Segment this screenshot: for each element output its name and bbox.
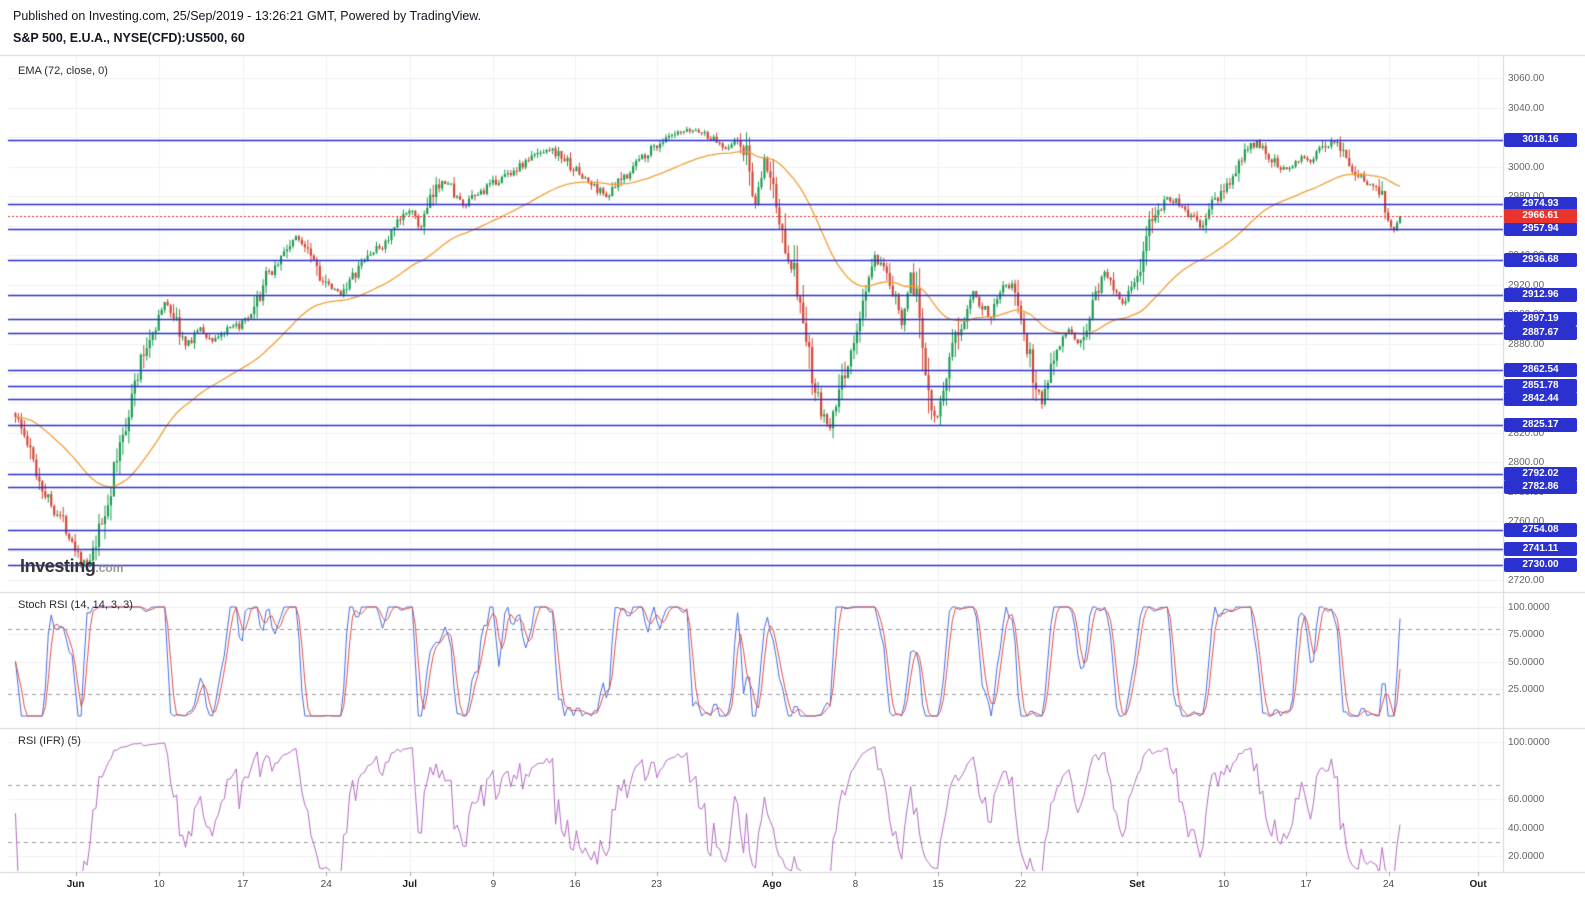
price-axis-tick: 3040.00 <box>1508 102 1545 114</box>
rsi-axis-tick: 40.0000 <box>1508 822 1545 834</box>
price-axis-tick: 2920.00 <box>1508 279 1545 291</box>
rsi-axis-tick: 20.0000 <box>1508 851 1545 862</box>
time-axis-label: Out <box>1469 879 1487 890</box>
published-caption: Published on Investing.com, 25/Sep/2019 … <box>13 9 482 23</box>
level-price-tag[interactable]: 2897.19 <box>1504 311 1577 326</box>
level-price-tag[interactable]: 2936.68 <box>1504 253 1577 268</box>
price-axis-tick: 3000.00 <box>1508 161 1545 173</box>
time-axis-label: Ago <box>762 879 782 890</box>
investing-watermark: Investing.com <box>20 556 123 577</box>
stoch-axis-tick: 50.0000 <box>1508 656 1545 668</box>
level-price-tag[interactable]: 2912.96 <box>1504 288 1577 303</box>
time-axis-label: 8 <box>852 879 859 890</box>
time-axis-label: 10 <box>1217 879 1230 890</box>
time-axis-label: 24 <box>320 879 332 890</box>
level-price-tag[interactable]: 2974.93 <box>1504 196 1577 211</box>
time-axis-label: 9 <box>490 879 497 890</box>
stoch-axis-tick: 25.0000 <box>1508 683 1545 695</box>
time-axis-label: 10 <box>153 879 165 890</box>
stoch-axis-tick: 100.0000 <box>1508 602 1550 613</box>
price-axis-tick: 2820.00 <box>1508 427 1545 439</box>
price-axis-tick: 2720.00 <box>1508 575 1545 587</box>
level-price-tag[interactable]: 2730.00 <box>1504 558 1577 573</box>
current-price-tag[interactable]: 2966.61 <box>1504 209 1577 224</box>
rsi-axis-tick: 100.0000 <box>1508 737 1550 748</box>
level-price-tag[interactable]: 2741.11 <box>1504 542 1577 557</box>
time-axis-label: 22 <box>1015 879 1027 890</box>
level-price-tag[interactable]: 2851.78 <box>1504 378 1577 393</box>
level-price-tag[interactable]: 2825.17 <box>1504 417 1577 432</box>
time-axis-label: 24 <box>1382 879 1395 890</box>
price-axis-tick: 2760.00 <box>1508 516 1545 528</box>
level-price-tag[interactable]: 2754.08 <box>1504 522 1577 537</box>
time-axis-label: 15 <box>932 879 944 890</box>
investing-logo-text: Investing <box>20 556 96 576</box>
price-axis-tick: 2800.00 <box>1508 457 1545 469</box>
time-axis-label: Set <box>1129 879 1145 890</box>
level-price-tag[interactable]: 2792.02 <box>1504 466 1577 481</box>
stoch-rsi-indicator-label[interactable]: Stoch RSI (14, 14, 3, 3) <box>18 599 133 611</box>
level-price-tag[interactable]: 2842.44 <box>1504 392 1577 407</box>
time-axis-label: Jun <box>66 879 85 890</box>
time-axis-label: 16 <box>569 879 581 890</box>
level-price-tag[interactable]: 2887.67 <box>1504 325 1577 340</box>
time-axis-label: 23 <box>651 879 663 890</box>
time-axis-label: 17 <box>237 879 249 890</box>
rsi-axis-tick: 60.0000 <box>1508 794 1545 805</box>
time-axis-label: 17 <box>1300 879 1312 890</box>
rsi-indicator-label[interactable]: RSI (IFR) (5) <box>18 735 81 747</box>
level-price-tag[interactable]: 2862.54 <box>1504 362 1577 377</box>
level-price-tag[interactable]: 3018.16 <box>1504 132 1577 147</box>
symbol-title: S&P 500, E.U.A., NYSE(CFD):US500, 60 <box>13 31 245 45</box>
investing-logo-tld: .com <box>95 561 124 575</box>
stoch-axis-tick: 75.0000 <box>1508 629 1545 641</box>
level-price-tag[interactable]: 2957.94 <box>1504 221 1577 236</box>
time-axis-label: Jul <box>402 879 418 890</box>
price-axis-tick: 3060.00 <box>1508 73 1545 85</box>
ema-indicator-label[interactable]: EMA (72, close, 0) <box>18 65 108 77</box>
price-axis-tick: 2880.00 <box>1508 338 1545 350</box>
level-price-tag[interactable]: 2782.86 <box>1504 480 1577 495</box>
